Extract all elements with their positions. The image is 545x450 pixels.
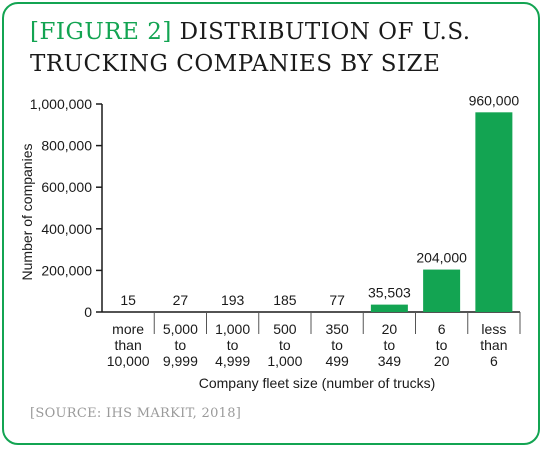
chart-axes: 0 200,000 400,000 600,000 800,000 1,000,000 (30, 96, 521, 334)
x-tick-label: 5,000 (163, 321, 198, 337)
x-tick-label: 350 (325, 321, 349, 337)
x-tick-label: 1,000 (267, 353, 302, 369)
x-tick-label: to (279, 337, 291, 353)
x-tick-label: to (436, 337, 448, 353)
x-tick-label: 499 (325, 353, 349, 369)
bar-value-label: 204,000 (416, 250, 467, 266)
bar-value-label: 77 (329, 292, 345, 308)
title-line-1: [FIGURE 2] DISTRIBUTION OF U.S. (30, 16, 510, 48)
figure-title: [FIGURE 2] DISTRIBUTION OF U.S. TRUCKING… (30, 16, 510, 80)
x-tick-label: than (115, 337, 142, 353)
x-tick-label: 349 (378, 353, 402, 369)
bar (475, 112, 513, 312)
x-axis-label: Company fleet size (number of trucks) (199, 375, 436, 391)
x-tick-label: than (480, 337, 507, 353)
x-tick-label: 10,000 (107, 353, 150, 369)
y-tick-label: 200,000 (41, 262, 92, 278)
x-tick-label: 6 (438, 321, 446, 337)
title-line-2: TRUCKING COMPANIES BY SIZE (30, 51, 441, 77)
x-tick-label: 6 (490, 353, 498, 369)
figure-label: [FIGURE 2] (30, 19, 172, 45)
y-tick-label: 600,000 (41, 179, 92, 195)
y-tick-label: 0 (84, 304, 92, 320)
chart-bars (370, 112, 513, 312)
bar (423, 269, 461, 312)
y-tick-label: 1,000,000 (30, 96, 92, 112)
source-note: [SOURCE: IHS MARKIT, 2018] (30, 406, 242, 421)
bar-value-label: 27 (173, 292, 189, 308)
bar-value-label: 15 (120, 292, 136, 308)
x-tick-label: to (227, 337, 239, 353)
x-tick-label: to (175, 337, 187, 353)
x-tick-label: 20 (434, 353, 450, 369)
bar-value-label: 185 (273, 292, 297, 308)
x-tick-label: 20 (382, 321, 398, 337)
x-tick-label: 4,999 (215, 353, 250, 369)
x-tick-label: 9,999 (163, 353, 198, 369)
bar-value-label: 193 (221, 292, 245, 308)
bar-value-label: 35,503 (368, 285, 411, 301)
x-tick-label: to (384, 337, 396, 353)
x-tick-label: 500 (273, 321, 297, 337)
y-tick-label: 400,000 (41, 221, 92, 237)
x-tick-label: 1,000 (215, 321, 250, 337)
x-tick-label: less (481, 321, 506, 337)
y-axis-label: Number of companies (19, 144, 35, 281)
chart-labels: 15morethan10,000275,000to9,9991931,000to… (107, 92, 520, 369)
bar-value-label: 960,000 (469, 92, 520, 108)
title-text-1: DISTRIBUTION OF U.S. (179, 19, 471, 45)
x-tick-label: to (331, 337, 343, 353)
y-tick-label: 800,000 (41, 138, 92, 154)
x-tick-label: more (112, 321, 144, 337)
bar (370, 304, 408, 312)
figure-frame (2, 2, 540, 445)
